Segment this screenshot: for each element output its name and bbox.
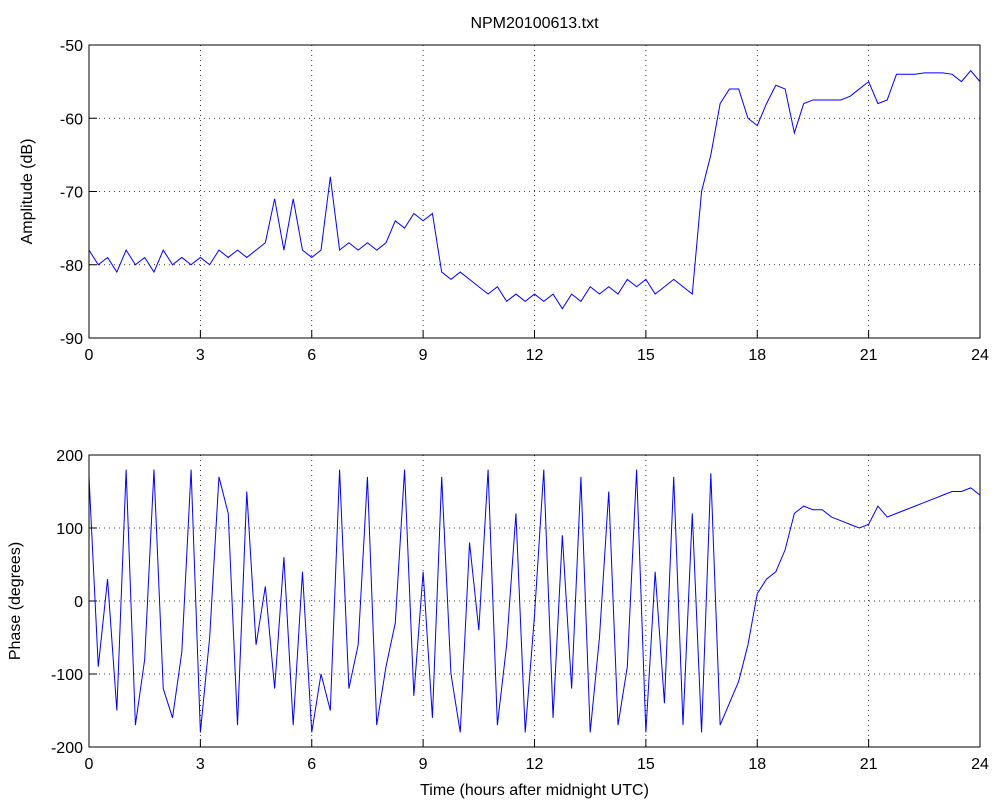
x-tick-label: 24 xyxy=(971,347,989,364)
y-tick-label: -70 xyxy=(60,185,83,202)
axes-frame xyxy=(88,44,981,339)
data-line xyxy=(88,69,981,310)
x-tick-label: 9 xyxy=(419,347,428,364)
x-tick-label: 6 xyxy=(307,347,316,364)
x-tick-label: 21 xyxy=(860,347,878,364)
y-axis-label: Amplitude (dB) xyxy=(19,139,36,245)
x-tick-label: 24 xyxy=(971,756,989,773)
chart-title: NPM20100613.txt xyxy=(470,15,599,32)
axes-frame xyxy=(88,454,981,748)
x-tick-label: 12 xyxy=(526,756,544,773)
x-tick-label: 0 xyxy=(85,347,94,364)
x-tick-label: 3 xyxy=(196,347,205,364)
y-tick-label: -90 xyxy=(60,331,83,348)
x-tick-label: 21 xyxy=(860,756,878,773)
y-tick-label: -80 xyxy=(60,258,83,275)
x-tick-label: 3 xyxy=(196,756,205,773)
x-tick-label: 18 xyxy=(748,756,766,773)
x-tick-label: 12 xyxy=(526,347,544,364)
x-tick-label: 9 xyxy=(419,756,428,773)
y-tick-label: 100 xyxy=(56,521,83,538)
x-tick-label: 6 xyxy=(307,756,316,773)
x-tick-label: 15 xyxy=(637,347,655,364)
y-tick-label: -60 xyxy=(60,111,83,128)
x-tick-label: 15 xyxy=(637,756,655,773)
y-tick-label: -100 xyxy=(51,667,83,684)
x-tick-label: 18 xyxy=(748,347,766,364)
y-tick-label: 200 xyxy=(56,448,83,465)
x-axis-label: Time (hours after midnight UTC) xyxy=(420,782,649,799)
data-line xyxy=(88,469,981,733)
y-tick-label: -200 xyxy=(51,740,83,757)
y-tick-label: -50 xyxy=(60,38,83,55)
y-axis-label: Phase (degrees) xyxy=(7,542,24,660)
y-tick-label: 0 xyxy=(74,594,83,611)
x-tick-label: 0 xyxy=(85,756,94,773)
